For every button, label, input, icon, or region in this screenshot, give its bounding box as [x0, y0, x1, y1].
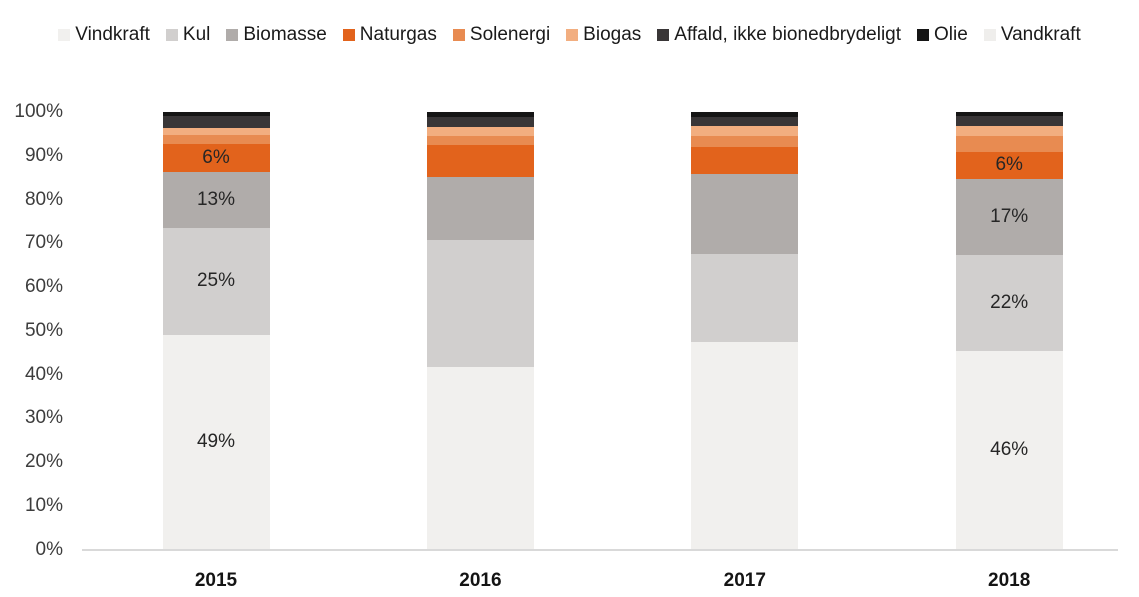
bar-segment-2018-naturgas[interactable] — [955, 151, 1063, 179]
x-axis-category-label: 2016 — [459, 569, 502, 591]
bar-segment-2017-affald-ikke-bionedbrydeligt[interactable] — [691, 116, 799, 127]
legend-label: Biogas — [583, 24, 642, 45]
legend-label: Solenergi — [469, 24, 551, 45]
bar-segment-2015-kul[interactable] — [162, 227, 270, 336]
legend-item-vandkraft[interactable]: Vandkraft — [983, 23, 1081, 47]
legend-label: Kul — [182, 24, 211, 45]
legend-swatch-biomasse — [226, 29, 239, 41]
bar-segment-2015-naturgas[interactable] — [162, 143, 270, 172]
y-axis-tick-label: 40% — [24, 363, 63, 385]
x-axis-line — [82, 549, 1118, 551]
legend-swatch-solenergi — [452, 29, 465, 41]
bar-segment-2016-biomasse[interactable] — [426, 177, 534, 240]
legend-item-vindkraft[interactable]: Vindkraft — [58, 23, 150, 47]
y-axis-tick-label: 90% — [24, 144, 63, 166]
bar-segment-2015-solenergi[interactable] — [162, 135, 270, 144]
legend-item-naturgas[interactable]: Naturgas — [342, 23, 437, 47]
bar-segment-2016-kul[interactable] — [426, 239, 534, 368]
bar-segment-2018-solenergi[interactable] — [955, 136, 1063, 152]
y-axis-tick-label: 50% — [24, 319, 63, 341]
bar-segment-2017-kul[interactable] — [691, 253, 799, 342]
legend-swatch-biogas — [566, 29, 579, 41]
bar-segment-2016-vindkraft[interactable] — [426, 367, 534, 550]
legend-item-kul[interactable]: Kul — [165, 23, 211, 47]
bar-segment-2018-vindkraft[interactable] — [955, 350, 1063, 550]
data-label: 49% — [196, 431, 236, 453]
data-label: 6% — [202, 146, 230, 168]
legend-item-solenergi[interactable]: Solenergi — [452, 23, 551, 47]
bar-segment-2017-vindkraft[interactable] — [691, 341, 799, 550]
legend-label: Biomasse — [243, 24, 327, 45]
legend-label: Naturgas — [359, 24, 437, 45]
bar-segment-2017-biomasse[interactable] — [691, 173, 799, 254]
legend-label: Vindkraft — [75, 24, 150, 45]
bar-segment-2018-affald-ikke-bionedbrydeligt[interactable] — [955, 116, 1063, 127]
bar-segment-2015-biogas[interactable] — [162, 127, 270, 136]
legend-item-olie[interactable]: Olie — [917, 23, 968, 47]
bar-segment-2015-vindkraft[interactable] — [162, 335, 270, 550]
bar-segment-2016-naturgas[interactable] — [426, 145, 534, 178]
y-axis-tick-label: 100% — [14, 101, 63, 123]
bar-segment-2018-olie[interactable] — [955, 112, 1063, 117]
legend-label: Vandkraft — [1000, 24, 1081, 45]
bar-segment-2015-olie[interactable] — [162, 112, 270, 117]
legend-swatch-vandkraft — [983, 29, 996, 41]
bar-segment-2017-biogas[interactable] — [691, 126, 799, 136]
y-axis-tick-label: 0% — [35, 538, 63, 560]
x-axis-category-label: 2017 — [723, 569, 766, 591]
bar-segment-2016-solenergi[interactable] — [426, 135, 534, 145]
y-axis-tick-label: 70% — [24, 232, 63, 254]
data-label: 6% — [995, 154, 1023, 176]
bar-segment-2017-olie[interactable] — [691, 112, 799, 117]
data-label: 17% — [990, 205, 1029, 227]
bar-segment-2015-biomasse[interactable] — [162, 171, 270, 228]
x-axis-category-label: 2018 — [988, 569, 1031, 591]
data-label: 13% — [196, 188, 236, 210]
chart-legend: Vindkraft Kul Biomasse Naturgas Solenerg… — [0, 23, 1139, 47]
legend-item-biomasse[interactable]: Biomasse — [226, 23, 327, 47]
y-axis-tick-label: 30% — [24, 407, 63, 429]
y-axis-tick-label: 60% — [24, 276, 63, 298]
bar-segment-2015-affald-ikke-bionedbrydeligt[interactable] — [162, 116, 270, 128]
bar-segment-2018-kul[interactable] — [955, 255, 1063, 351]
legend-swatch-affald — [657, 29, 670, 41]
bar-segment-2017-solenergi[interactable] — [691, 135, 799, 148]
legend-swatch-vindkraft — [58, 29, 71, 41]
bar-segment-2016-affald-ikke-bionedbrydeligt[interactable] — [426, 117, 534, 128]
bar-segment-2016-biogas[interactable] — [426, 127, 534, 136]
data-label: 46% — [990, 439, 1029, 461]
y-axis-tick-label: 20% — [24, 451, 63, 473]
x-axis-category-label: 2015 — [194, 569, 238, 591]
legend-label: Olie — [934, 24, 968, 45]
legend-swatch-kul — [165, 29, 178, 41]
data-label: 25% — [196, 270, 236, 292]
legend-item-biogas[interactable]: Biogas — [566, 23, 641, 47]
bar-segment-2016-olie[interactable] — [426, 112, 534, 117]
bar-segment-2018-biogas[interactable] — [955, 126, 1063, 137]
legend-item-affald[interactable]: Affald, ikke bionedbrydeligt — [657, 23, 901, 47]
legend-swatch-naturgas — [342, 29, 355, 41]
bar-segment-2018-biomasse[interactable] — [955, 178, 1063, 256]
legend-label: Affald, ikke bionedbrydeligt — [674, 24, 902, 45]
data-label: 22% — [990, 291, 1029, 313]
y-axis-tick-label: 80% — [24, 188, 63, 210]
bar-segment-2017-naturgas[interactable] — [691, 147, 799, 174]
y-axis-tick-label: 10% — [24, 494, 63, 516]
legend-swatch-olie — [917, 29, 930, 41]
